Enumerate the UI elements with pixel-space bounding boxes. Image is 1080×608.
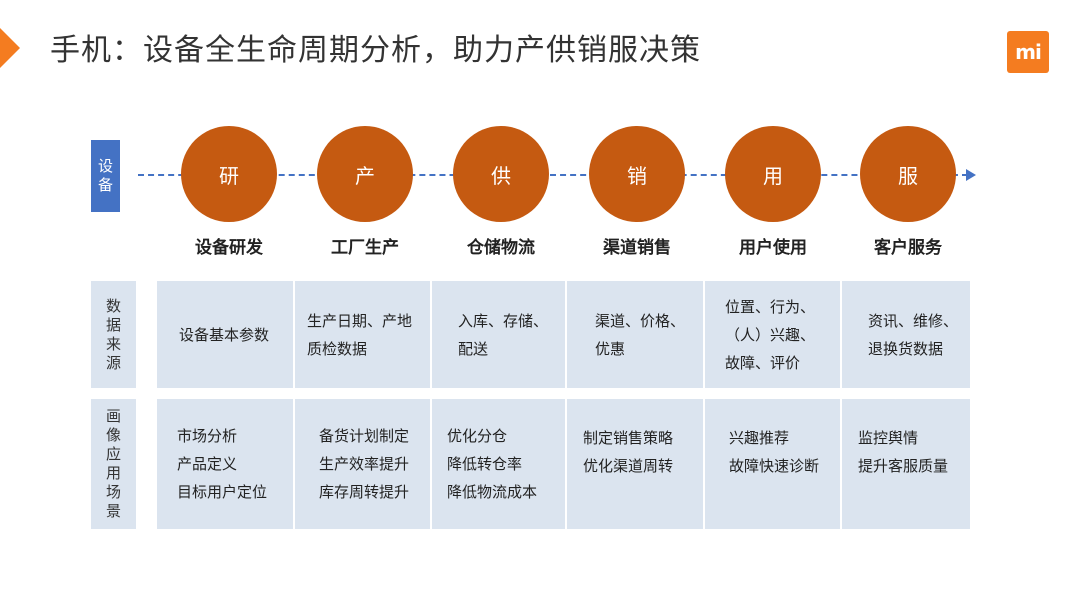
cell-text: 优化分仓 降低转仓率 降低物流成本 bbox=[447, 427, 538, 501]
stage-circle-research: 研 bbox=[181, 126, 277, 222]
table-cell: 位置、行为、 （人）兴趣、 故障、评价 bbox=[705, 281, 840, 388]
row-label-data-source: 数 据 来 源 bbox=[91, 281, 136, 388]
timeline-arrow-icon bbox=[966, 169, 976, 181]
slide-title: 手机：设备全生命周期分析，助力产供销服决策 bbox=[50, 33, 701, 68]
cell-text: 生产日期、产地 质检数据 bbox=[307, 311, 413, 358]
table-cell: 设备基本参数 bbox=[157, 281, 293, 388]
stage-char: 供 bbox=[491, 163, 511, 188]
device-label: 设 备 bbox=[91, 140, 120, 212]
stage-char: 产 bbox=[355, 163, 375, 188]
stage-name-service: 客户服务 bbox=[874, 238, 942, 258]
row-label-text: 画 像 应 用 场 景 bbox=[105, 407, 121, 520]
stage-circle-production: 产 bbox=[317, 126, 413, 222]
table-cell: 制定销售策略 优化渠道周转 bbox=[567, 399, 703, 529]
stage-name-usage: 用户使用 bbox=[739, 238, 807, 258]
stage-char: 销 bbox=[627, 163, 647, 188]
mi-logo: mi bbox=[1007, 31, 1049, 73]
stage-name-sales: 渠道销售 bbox=[603, 238, 671, 258]
stage-circle-service: 服 bbox=[860, 126, 956, 222]
device-label-text: 设 备 bbox=[97, 157, 113, 194]
stage-name-production: 工厂生产 bbox=[331, 238, 399, 258]
row-label-application: 画 像 应 用 场 景 bbox=[91, 399, 136, 529]
stage-char: 服 bbox=[898, 163, 918, 188]
stage-char: 研 bbox=[219, 163, 239, 188]
cell-text: 设备基本参数 bbox=[179, 325, 270, 344]
cell-text: 位置、行为、 （人）兴趣、 故障、评价 bbox=[725, 297, 816, 372]
cell-text: 监控舆情 提升客服质量 bbox=[858, 429, 949, 475]
stage-char: 用 bbox=[763, 163, 783, 188]
stage-circle-supply: 供 bbox=[453, 126, 549, 222]
stage-name-supply: 仓储物流 bbox=[467, 238, 535, 258]
table-cell: 生产日期、产地 质检数据 bbox=[295, 281, 430, 388]
stage-circle-usage: 用 bbox=[725, 126, 821, 222]
accent-triangle bbox=[0, 28, 20, 68]
table-cell: 优化分仓 降低转仓率 降低物流成本 bbox=[432, 399, 565, 529]
table-cell: 资讯、维修、 退换货数据 bbox=[842, 281, 970, 388]
cell-text: 制定销售策略 优化渠道周转 bbox=[583, 429, 674, 475]
stage-circle-sales: 销 bbox=[589, 126, 685, 222]
table-cell: 监控舆情 提升客服质量 bbox=[842, 399, 970, 529]
row-label-text: 数 据 来 源 bbox=[105, 296, 121, 372]
cell-text: 资讯、维修、 退换货数据 bbox=[868, 311, 959, 358]
timeline-line bbox=[138, 174, 968, 176]
mi-logo-text: mi bbox=[1015, 40, 1042, 64]
stage-name-research: 设备研发 bbox=[195, 238, 263, 258]
cell-text: 市场分析 产品定义 目标用户定位 bbox=[177, 427, 268, 501]
table-cell: 备货计划制定 生产效率提升 库存周转提升 bbox=[295, 399, 430, 529]
table-cell: 市场分析 产品定义 目标用户定位 bbox=[157, 399, 293, 529]
table-cell: 入库、存储、 配送 bbox=[432, 281, 565, 388]
cell-text: 兴趣推荐 故障快速诊断 bbox=[729, 429, 820, 475]
table-cell: 渠道、价格、 优惠 bbox=[567, 281, 703, 388]
cell-text: 备货计划制定 生产效率提升 库存周转提升 bbox=[319, 427, 410, 501]
cell-text: 渠道、价格、 优惠 bbox=[595, 311, 686, 358]
table-cell: 兴趣推荐 故障快速诊断 bbox=[705, 399, 840, 529]
cell-text: 入库、存储、 配送 bbox=[458, 311, 549, 358]
